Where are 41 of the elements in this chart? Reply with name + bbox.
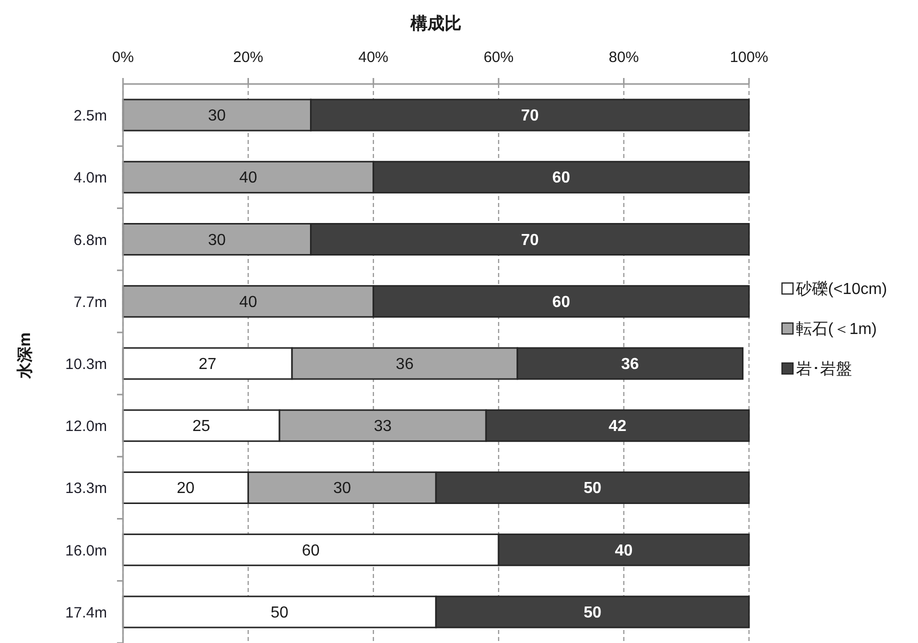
legend-label: 砂礫(<10cm)	[795, 280, 888, 298]
data-label: 40	[239, 170, 258, 187]
x-tick-label: 100%	[730, 49, 768, 66]
data-label: 33	[374, 418, 392, 436]
data-label: 50	[584, 480, 602, 498]
legend-label: 岩･岩盤	[796, 360, 852, 378]
x-tick-label: 60%	[484, 49, 514, 66]
y-tick-label: 16.0m	[65, 542, 107, 560]
data-label: 42	[608, 418, 627, 436]
data-label: 30	[208, 108, 226, 125]
y-tick-label: 6.8m	[74, 232, 107, 249]
y-tick-label: 17.4m	[65, 604, 107, 622]
data-label: 60	[302, 542, 320, 560]
x-axis-title: 構成比	[410, 14, 462, 33]
data-label: 60	[552, 170, 570, 187]
data-label: 40	[239, 294, 258, 311]
y-tick-label: 2.5m	[74, 108, 107, 125]
y-tick-label: 13.3m	[65, 480, 107, 498]
data-label: 20	[176, 480, 195, 498]
data-label: 30	[208, 232, 226, 249]
data-label: 36	[621, 356, 640, 373]
legend-label: 転石(＜1m)	[796, 321, 877, 338]
data-label: 70	[521, 232, 539, 249]
x-tick-label: 0%	[112, 49, 134, 66]
data-label: 25	[192, 418, 210, 436]
y-tick-label: 4.0m	[74, 170, 107, 187]
data-label: 40	[614, 542, 633, 560]
data-label: 27	[198, 356, 217, 373]
data-label: 50	[270, 604, 288, 622]
y-tick-label: 10.3m	[65, 356, 107, 373]
y-tick-label: 7.7m	[74, 294, 107, 311]
data-label: 50	[584, 604, 602, 622]
x-tick-label: 40%	[358, 49, 388, 66]
x-tick-label: 80%	[608, 49, 639, 66]
data-label: 70	[521, 108, 539, 125]
x-tick-label: 20%	[233, 49, 264, 66]
y-tick-label: 12.0m	[65, 418, 107, 436]
data-label: 30	[333, 480, 352, 498]
data-label: 36	[396, 356, 414, 373]
data-label: 60	[552, 294, 570, 311]
y-axis-title: 水深m	[16, 332, 34, 380]
